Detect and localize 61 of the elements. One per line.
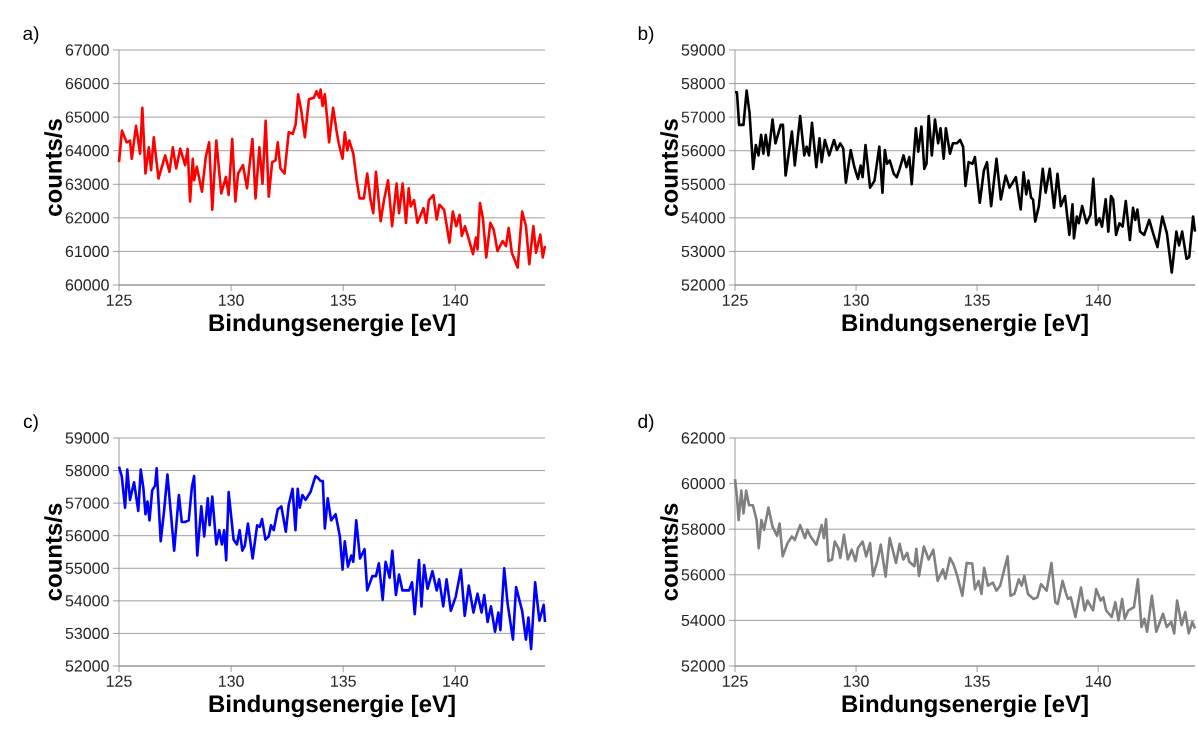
y-tick-label: 58000 <box>65 464 109 477</box>
y-axis-title: counts/s <box>44 119 63 216</box>
y-tick-label: 57000 <box>681 111 725 123</box>
y-tick-label: 58000 <box>681 77 725 90</box>
x-tick-label: 125 <box>106 294 132 306</box>
x-tick-label: 135 <box>964 294 990 306</box>
x-tick-label: 125 <box>722 675 748 687</box>
y-tick-label: 56000 <box>681 145 725 157</box>
x-tick-label: 130 <box>218 675 244 687</box>
chart-title: c) <box>23 414 38 432</box>
y-axis-title: counts/s <box>660 119 679 216</box>
x-tick-label: 130 <box>218 294 244 306</box>
x-tick-label: 125 <box>722 294 748 306</box>
y-tick-label: 59000 <box>681 44 725 56</box>
y-tick-label: 54000 <box>65 595 109 607</box>
x-axis-title: Bindungsenergie [eV] <box>842 313 1088 337</box>
y-axis-title: counts/s <box>44 503 63 601</box>
y-tick-label: 57000 <box>65 497 109 509</box>
y-tick-label: 54000 <box>681 614 725 627</box>
y-tick-label: 54000 <box>681 212 725 224</box>
x-tick-label: 125 <box>106 675 132 687</box>
x-tick-label: 140 <box>1086 675 1111 687</box>
y-tick-label: 61000 <box>65 245 109 258</box>
chart-title: a) <box>23 26 39 44</box>
y-axis-title: counts/s <box>660 503 679 601</box>
x-tick-label: 135 <box>331 294 356 306</box>
y-tick-label: 63000 <box>65 178 109 190</box>
line-series <box>733 89 1197 274</box>
x-tick-label: 130 <box>843 675 869 687</box>
y-tick-label: 52000 <box>681 660 725 672</box>
y-tick-label: 59000 <box>65 432 109 444</box>
y-tick-label: 56000 <box>681 569 725 581</box>
chart-title: d) <box>638 414 654 432</box>
x-axis-title: Bindungsenergie [eV] <box>209 313 455 337</box>
y-tick-label: 67000 <box>65 44 109 56</box>
y-tick-label: 55000 <box>65 562 109 574</box>
x-tick-label: 135 <box>331 675 356 687</box>
y-tick-label: 65000 <box>65 111 109 123</box>
y-tick-label: 52000 <box>65 660 109 672</box>
y-tick-label: 53000 <box>681 245 725 258</box>
y-tick-label: 64000 <box>65 145 109 157</box>
x-tick-label: 140 <box>1086 294 1111 306</box>
x-tick-label: 130 <box>843 294 869 306</box>
y-tick-label: 62000 <box>65 212 109 224</box>
chart-title: b) <box>638 26 654 44</box>
y-tick-label: 66000 <box>65 77 109 90</box>
x-axis-title: Bindungsenergie [eV] <box>842 694 1088 718</box>
x-tick-label: 135 <box>964 675 990 687</box>
y-tick-label: 52000 <box>681 279 725 291</box>
y-tick-label: 60000 <box>65 279 109 291</box>
line-series <box>117 88 547 269</box>
x-tick-label: 140 <box>443 294 469 306</box>
y-tick-label: 60000 <box>681 477 725 490</box>
y-tick-label: 55000 <box>681 178 725 190</box>
y-tick-label: 62000 <box>681 432 725 444</box>
y-tick-label: 56000 <box>65 530 109 542</box>
line-series <box>117 465 547 651</box>
x-tick-label: 140 <box>443 675 469 687</box>
y-tick-label: 53000 <box>65 627 109 640</box>
x-axis-title: Bindungsenergie [eV] <box>209 694 455 718</box>
y-tick-label: 58000 <box>681 523 725 535</box>
